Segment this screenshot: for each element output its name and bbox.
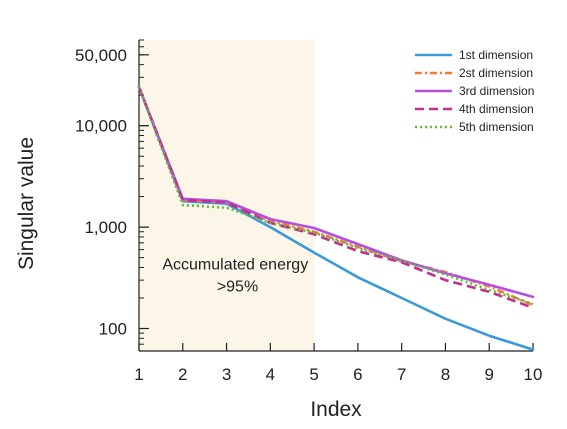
series-lines xyxy=(137,85,535,351)
legend-label: 1st dimension xyxy=(459,48,533,62)
x-tick-label: 4 xyxy=(266,365,275,384)
x-tick-label: 10 xyxy=(524,365,543,384)
legend-label: 2st dimension xyxy=(459,66,533,80)
x-tick-label: 8 xyxy=(441,365,450,384)
x-tick-label: 2 xyxy=(178,365,187,384)
y-tick-label: 1,000 xyxy=(84,218,127,237)
legend: 1st dimension 2st dimension 3rd dimension 4… xyxy=(415,48,534,134)
annotation-line-1: Accumulated energy xyxy=(162,257,308,274)
x-tick-label: 7 xyxy=(397,365,406,384)
y-tick-label: 10,000 xyxy=(75,117,127,136)
y-tick-label: 50,000 xyxy=(75,46,127,65)
y-axis-title: Singular value xyxy=(15,137,38,270)
highlight-region xyxy=(139,40,315,351)
x-axis-ticks: 1 2 3 4 5 6 7 8 9 10 xyxy=(134,343,542,384)
annotation-line-2: >95% xyxy=(217,279,258,296)
legend-label: 4th dimension xyxy=(459,102,534,116)
x-tick-label: 6 xyxy=(353,365,362,384)
energy-annotation: Accumulated energy >95% xyxy=(162,257,312,296)
series-line xyxy=(137,86,534,310)
x-axis-title: Index xyxy=(310,398,362,421)
series-line xyxy=(137,86,534,306)
x-tick-label: 3 xyxy=(222,365,231,384)
y-tick-label: 100 xyxy=(99,320,127,339)
legend-label: 3rd dimension xyxy=(459,84,534,98)
legend-label: 5th dimension xyxy=(459,120,534,134)
series-line xyxy=(137,86,534,307)
x-tick-label: 5 xyxy=(309,365,318,384)
x-tick-label: 1 xyxy=(134,365,143,384)
x-tick-label: 9 xyxy=(484,365,493,384)
y-axis-ticks: 100 1,000 10,000 50,000 xyxy=(75,39,149,352)
axes xyxy=(138,40,533,352)
